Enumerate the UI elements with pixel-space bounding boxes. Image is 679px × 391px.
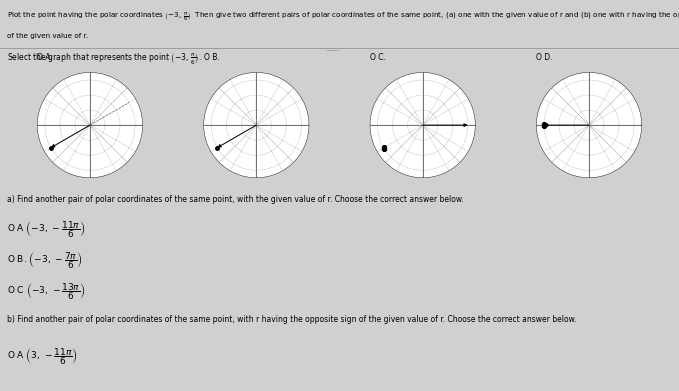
Text: O D.: O D. — [536, 53, 553, 62]
Text: Select the graph that represents the point $\left(-3,\,\frac{\pi}{6}\right)$.: Select the graph that represents the poi… — [7, 51, 202, 66]
Text: O B. $\left(-3,\,-\dfrac{7\pi}{6}\right)$: O B. $\left(-3,\,-\dfrac{7\pi}{6}\right)… — [7, 250, 82, 271]
Text: a) Find another pair of polar coordinates of the same point, with the given valu: a) Find another pair of polar coordinate… — [7, 196, 464, 204]
Text: O B.: O B. — [204, 53, 219, 62]
Text: O C.: O C. — [370, 53, 386, 62]
Text: O A $\left(-3,\,-\dfrac{11\pi}{6}\right)$: O A $\left(-3,\,-\dfrac{11\pi}{6}\right)… — [7, 219, 85, 240]
Text: O A $\left(3,\,-\dfrac{11\pi}{6}\right)$: O A $\left(3,\,-\dfrac{11\pi}{6}\right)$ — [7, 346, 77, 367]
Text: O C $\left(-3,\,-\dfrac{13\pi}{6}\right)$: O C $\left(-3,\,-\dfrac{13\pi}{6}\right)… — [7, 282, 86, 302]
Text: of the given value of r.: of the given value of r. — [7, 33, 88, 39]
Text: Plot the point having the polar coordinates $\left(-3,\,\frac{\pi}{6}\right)$  T: Plot the point having the polar coordina… — [7, 10, 679, 23]
Text: ────: ──── — [326, 49, 339, 54]
Text: O A.: O A. — [37, 53, 53, 62]
Text: b) Find another pair of polar coordinates of the same point, with r having the o: b) Find another pair of polar coordinate… — [7, 315, 576, 324]
